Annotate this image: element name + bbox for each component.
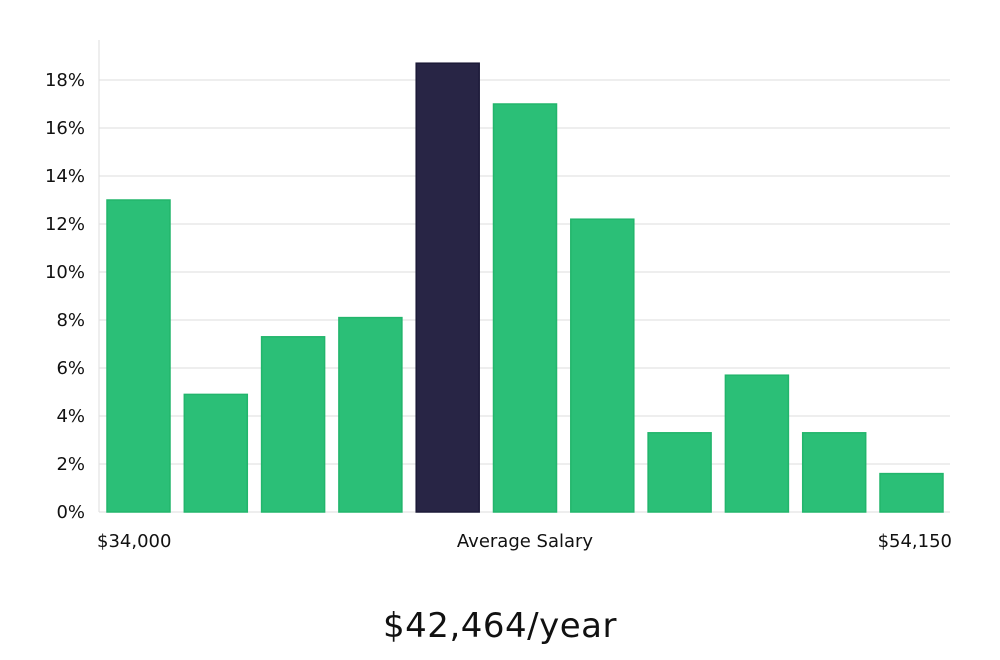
y-tick-label: 8% [56, 310, 85, 331]
y-tick-label: 10% [45, 262, 85, 283]
x-max-label: $54,150 [878, 531, 952, 552]
bar [338, 316, 403, 513]
bar [260, 336, 326, 513]
y-tick-labels: 0% 2% 4% 6% 8% 10% 12% 14% 16% 18% [45, 70, 85, 523]
average-salary-summary: $42,464/year [383, 606, 617, 646]
bar [879, 472, 944, 513]
x-min-label: $34,000 [97, 531, 171, 552]
y-tick-label: 4% [56, 406, 85, 427]
bar-highlight [415, 62, 480, 513]
bars [106, 62, 944, 513]
y-tick-label: 14% [45, 166, 85, 187]
y-tick-label: 12% [45, 214, 85, 235]
x-axis-label: Average Salary [457, 531, 594, 552]
bar [183, 393, 249, 513]
bar [570, 218, 635, 513]
bar [106, 199, 171, 513]
y-tick-label: 16% [45, 118, 85, 139]
bar [647, 432, 712, 513]
bar [492, 103, 558, 513]
y-tick-label: 18% [45, 70, 85, 91]
y-tick-label: 0% [56, 502, 85, 523]
bar [801, 432, 867, 513]
salary-histogram: 0% 2% 4% 6% 8% 10% 12% 14% 16% 18% $34,000 Averag… [45, 40, 952, 552]
bar [724, 374, 790, 513]
y-tick-label: 6% [56, 358, 85, 379]
y-tick-label: 2% [56, 454, 85, 475]
